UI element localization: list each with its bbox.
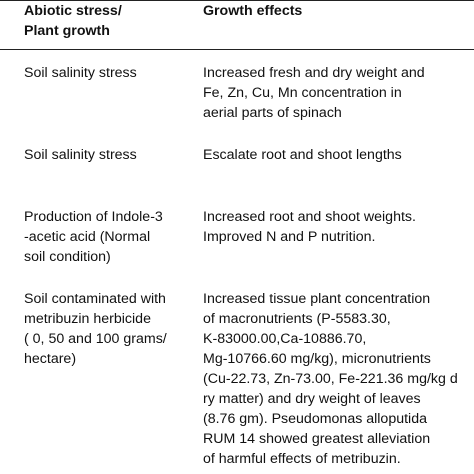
cell-line: metribuzin herbicide: [24, 311, 151, 327]
cell-line: Increased fresh and dry weight and: [203, 65, 425, 81]
cell-line: (8.76 gm). Pseudomonas alloputida: [203, 411, 427, 427]
cell-line: of harmful effects of metribuzin.: [203, 451, 401, 467]
header-growth-effects: Growth effects: [203, 1, 302, 21]
cell-line: Increased tissue plant concentration: [203, 291, 431, 307]
cell-line: Fe, Zn, Cu, Mn concentration in: [203, 85, 402, 101]
cell-line: RUM 14 showed greatest alleviation: [203, 431, 431, 447]
cell-line: hectare): [24, 351, 77, 367]
cell-line: Soil salinity stress: [24, 147, 137, 163]
table-top-rule: [0, 0, 474, 1]
row-4-stress: Soil contaminated with metribuzin herbic…: [24, 289, 167, 369]
cell-line: aerial parts of spinach: [203, 105, 342, 121]
row-2-stress: Soil salinity stress: [24, 145, 137, 165]
cell-line: Increased root and shoot weights.: [203, 209, 416, 225]
cell-line: (Cu-22.73, Zn-73.00, Fe-221.36 mg/kg d: [203, 371, 458, 387]
header-line: Growth effects: [203, 3, 303, 19]
table-header-rule: [0, 49, 474, 50]
header-line: Abiotic stress/: [24, 3, 122, 19]
row-4-effects: Increased tissue plant concentration of …: [203, 289, 458, 469]
cell-line: K-83000.00,Ca-10886.70,: [203, 331, 367, 347]
cell-line: Mg-10766.60 mg/kg), micronutrients: [203, 351, 431, 367]
row-1-stress: Soil salinity stress: [24, 63, 137, 83]
row-3-effects: Increased root and shoot weights. Improv…: [203, 207, 416, 247]
cell-line: Soil contaminated with: [24, 291, 166, 307]
cell-line: Soil salinity stress: [24, 65, 137, 81]
header-abiotic-stress: Abiotic stress/ Plant growth: [24, 1, 122, 41]
cell-line: soil condition): [24, 249, 111, 265]
cell-line: of macronutrients (P-5583.30,: [203, 311, 391, 327]
cell-line: Escalate root and shoot lengths: [203, 147, 402, 163]
row-1-effects: Increased fresh and dry weight and Fe, Z…: [203, 63, 425, 123]
cell-line: ( 0, 50 and 100 grams/: [24, 331, 167, 347]
header-line: Plant growth: [24, 23, 110, 39]
cell-line: ry matter) and dry weight of leaves: [203, 391, 421, 407]
cell-line: Production of Indole-3: [24, 209, 163, 225]
cell-line: Improved N and P nutrition.: [203, 229, 376, 245]
row-2-effects: Escalate root and shoot lengths: [203, 145, 402, 165]
cell-line: -acetic acid (Normal: [24, 229, 151, 245]
row-3-stress: Production of Indole-3 -acetic acid (Nor…: [24, 207, 163, 267]
